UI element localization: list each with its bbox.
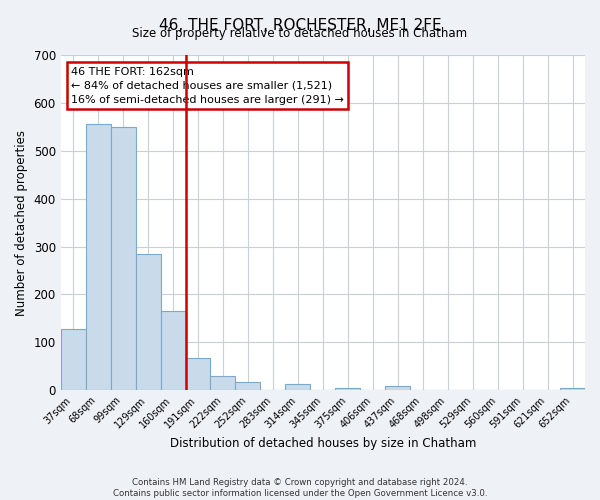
Bar [86, 124, 110, 390]
Text: Size of property relative to detached houses in Chatham: Size of property relative to detached ho… [133, 28, 467, 40]
Y-axis label: Number of detached properties: Number of detached properties [15, 130, 28, 316]
Bar [235, 382, 260, 390]
Text: 46, THE FORT, ROCHESTER, ME1 2FE: 46, THE FORT, ROCHESTER, ME1 2FE [158, 18, 442, 32]
Bar [286, 384, 310, 390]
Bar [560, 388, 585, 390]
Bar [385, 386, 410, 390]
X-axis label: Distribution of detached houses by size in Chatham: Distribution of detached houses by size … [170, 437, 476, 450]
Bar [161, 311, 185, 390]
Bar [211, 376, 235, 390]
Bar [185, 358, 211, 390]
Bar [136, 254, 161, 390]
Bar [335, 388, 360, 390]
Text: 46 THE FORT: 162sqm
← 84% of detached houses are smaller (1,521)
16% of semi-det: 46 THE FORT: 162sqm ← 84% of detached ho… [71, 66, 344, 104]
Bar [61, 329, 86, 390]
Bar [110, 127, 136, 390]
Text: Contains HM Land Registry data © Crown copyright and database right 2024.
Contai: Contains HM Land Registry data © Crown c… [113, 478, 487, 498]
